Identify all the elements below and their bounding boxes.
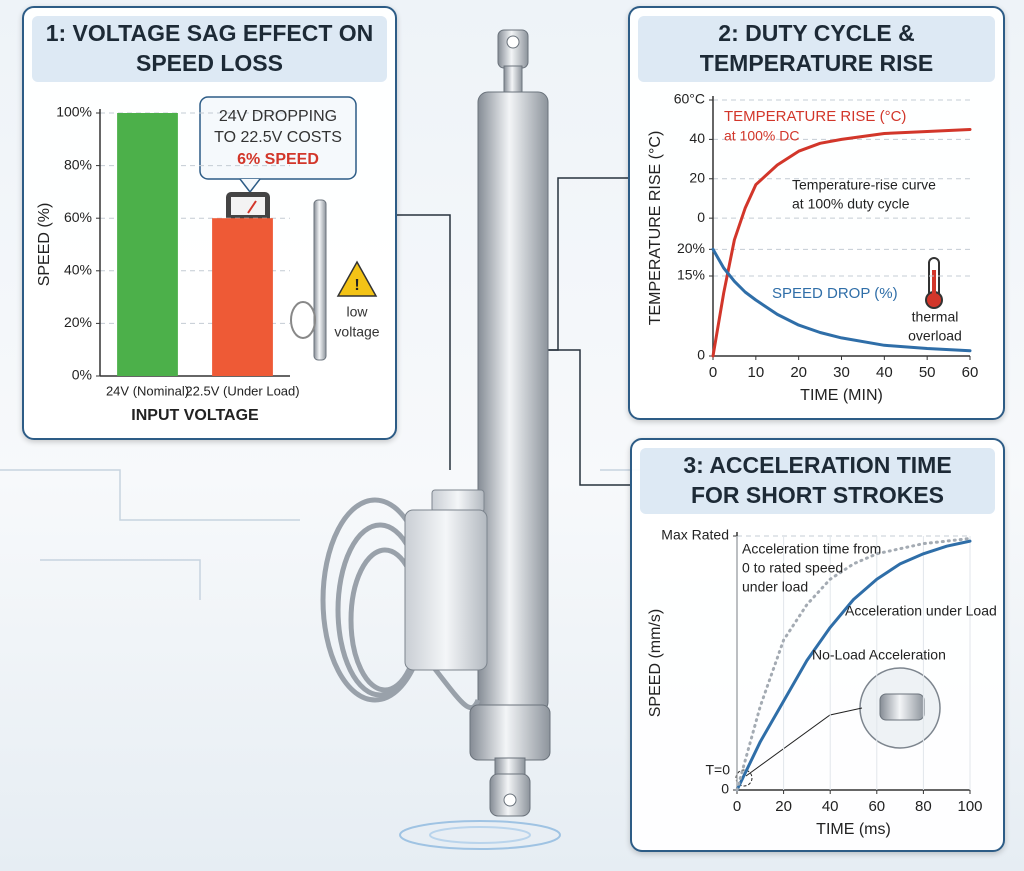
x-tick-label: 24V (Nominal) [106, 383, 189, 398]
x-tick-label: 40 [822, 798, 839, 815]
y-tick-label: 15% [677, 267, 705, 283]
panel-title: 3: ACCELERATION TIME FOR SHORT STROKES [683, 452, 952, 508]
annotation: under load [742, 579, 808, 595]
title-band [640, 448, 995, 514]
x-tick-label: 10 [747, 364, 764, 381]
x-tick-label: 100 [957, 798, 982, 815]
annotation: voltage [334, 324, 379, 340]
motor-box [404, 509, 488, 671]
callout-pointer [239, 178, 261, 194]
x-axis-title: TIME (MIN) [800, 387, 883, 404]
mini-cable [290, 301, 316, 339]
panel-2: 2: DUTY CYCLE & TEMPERATURE RISE [628, 6, 1005, 420]
thermometer-bulb [925, 291, 943, 309]
line-series [711, 247, 972, 353]
y-axis-title: SPEED (mm/s) [647, 609, 664, 717]
x-axis-title: TIME (ms) [816, 821, 891, 838]
x-tick-label: 80 [915, 798, 932, 815]
line-series [735, 537, 972, 792]
bar [117, 113, 178, 376]
y-tick-label: 20 [689, 169, 705, 185]
y-tick-label: 40% [64, 262, 92, 278]
x-tick-label: 40 [876, 364, 893, 381]
y-axis-title: SPEED (%) [36, 203, 53, 287]
floor-ring [429, 826, 531, 844]
y-tick-label: 20% [677, 240, 705, 256]
x-tick-label: 60 [868, 798, 885, 815]
clevis-hole [506, 35, 520, 49]
x-axis-title: INPUT VOLTAGE [131, 407, 259, 424]
y-tick-label: 60°C [674, 91, 705, 107]
series-label: SPEED DROP (%) [772, 285, 898, 302]
annotation: 24V DROPPING [219, 108, 337, 125]
y-axis-title: TEMPERATURE RISE (°C) [647, 131, 664, 326]
floor-ring [399, 820, 561, 850]
annotation: at 100% DC [724, 128, 799, 144]
annotation: Temperature-rise curve [792, 177, 936, 193]
meter-needle [247, 200, 257, 214]
annotation: Acceleration time from [742, 541, 881, 557]
y-tick-label: 40 [689, 130, 705, 146]
x-tick-label: 22.5V (Under Load) [185, 383, 299, 398]
annotation: 6% SPEED [237, 151, 319, 168]
y-tick-label: 80% [64, 156, 92, 172]
series-label: TEMPERATURE RISE (°C) [724, 108, 906, 125]
annotation: thermal [912, 309, 959, 325]
warning-icon [336, 260, 378, 297]
x-tick-label: 50 [919, 364, 936, 381]
series-label: No-Load Acceleration [812, 647, 946, 663]
circuit-line [40, 559, 201, 600]
y-tick-label: 100% [56, 104, 92, 120]
x-tick-label: 60 [962, 364, 979, 381]
x-tick-label: 30 [833, 364, 850, 381]
circuit-line [0, 469, 300, 521]
line-series [711, 128, 972, 358]
annotation: overload [908, 328, 962, 344]
x-tick-label: 0 [733, 798, 741, 815]
annotation: low [346, 304, 368, 320]
y-tick-label: 0% [72, 367, 92, 383]
clevis-hole [503, 793, 517, 807]
x-tick-label: 20 [790, 364, 807, 381]
x-tick-label: 0 [709, 364, 717, 381]
annotation: 0 to rated speed [742, 560, 843, 576]
annotation: TO 22.5V COSTS [214, 129, 342, 146]
y-tick-label: 0 [721, 781, 729, 797]
y-tick-label: 20% [64, 314, 92, 330]
x-tick-label: 20 [775, 798, 792, 815]
connector-lines [395, 177, 630, 486]
panel-title: 1: VOLTAGE SAG EFFECT ON SPEED LOSS [45, 20, 374, 76]
zoom-clevis [879, 693, 925, 721]
panel-1: 1: VOLTAGE SAG EFFECT ON SPEED LOSS [22, 6, 397, 440]
annotation: at 100% duty cycle [792, 196, 910, 212]
y-tick-label: 0 [697, 347, 705, 363]
zoom-leader [745, 707, 863, 777]
title-band [32, 16, 387, 82]
title-band [638, 16, 995, 82]
callout-box [199, 96, 357, 180]
connector-line [395, 214, 451, 470]
y-tick-label: 60% [64, 209, 92, 225]
bar [212, 218, 273, 376]
mini-actuator [313, 199, 327, 361]
panel-title: 2: DUTY CYCLE & TEMPERATURE RISE [699, 20, 934, 76]
y-tick-label: Max Rated [661, 527, 729, 543]
zoom-origin [735, 769, 753, 787]
annotation: T=0 [705, 762, 730, 778]
connector-line [545, 349, 630, 486]
line-series [735, 539, 972, 792]
series-label: Acceleration under Load [845, 603, 997, 619]
y-tick-label: 0 [697, 209, 705, 225]
warning-mark: ! [354, 277, 359, 294]
